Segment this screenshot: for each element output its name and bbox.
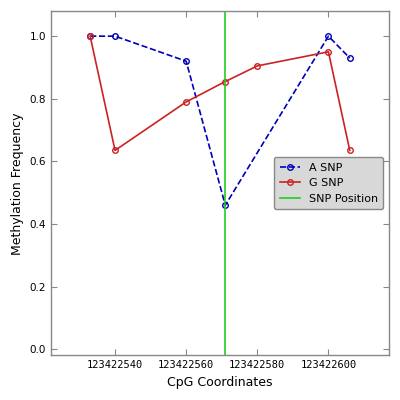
- A SNP: [326, 34, 331, 38]
- Line: G SNP: G SNP: [87, 33, 352, 153]
- Legend: A SNP, G SNP, SNP Position: A SNP, G SNP, SNP Position: [274, 157, 383, 210]
- A SNP: [113, 34, 118, 38]
- X-axis label: CpG Coordinates: CpG Coordinates: [167, 376, 273, 389]
- G SNP: [223, 79, 228, 84]
- A SNP: [223, 203, 228, 208]
- Line: A SNP: A SNP: [87, 33, 352, 208]
- Y-axis label: Methylation Frequency: Methylation Frequency: [11, 112, 24, 254]
- A SNP: [88, 34, 92, 38]
- A SNP: [184, 59, 188, 64]
- G SNP: [184, 100, 188, 104]
- G SNP: [347, 148, 352, 153]
- G SNP: [255, 64, 260, 68]
- G SNP: [113, 148, 118, 153]
- G SNP: [326, 50, 331, 54]
- A SNP: [347, 56, 352, 60]
- G SNP: [88, 34, 92, 38]
